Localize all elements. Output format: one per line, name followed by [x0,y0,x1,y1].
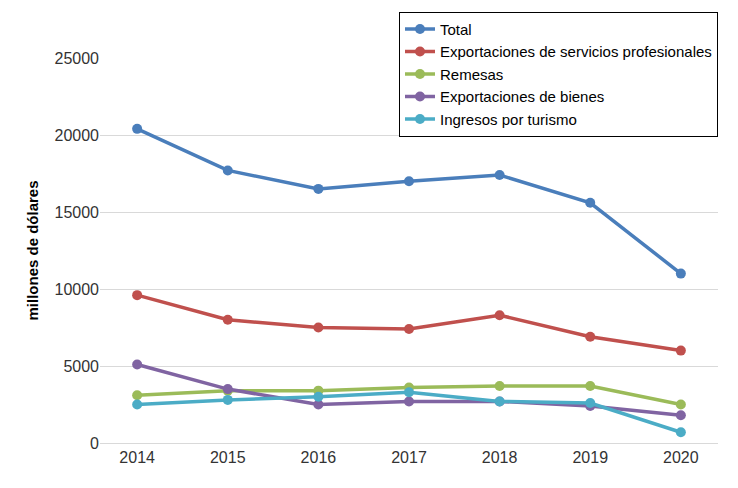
svg-text:2017: 2017 [391,449,427,466]
svg-text:2020: 2020 [663,449,699,466]
svg-text:10000: 10000 [55,281,100,298]
svg-text:2016: 2016 [301,449,337,466]
svg-text:Ingresos por turismo: Ingresos por turismo [440,111,577,128]
svg-text:0: 0 [90,435,99,452]
svg-text:5000: 5000 [63,358,99,375]
svg-text:2019: 2019 [572,449,608,466]
svg-text:Exportaciones de bienes: Exportaciones de bienes [440,88,604,105]
svg-text:25000: 25000 [55,50,100,67]
svg-text:15000: 15000 [55,204,100,221]
svg-text:20000: 20000 [55,127,100,144]
svg-text:2014: 2014 [119,449,155,466]
svg-text:Total: Total [440,21,472,38]
svg-text:2015: 2015 [210,449,246,466]
svg-text:millones de dólares: millones de dólares [24,180,41,320]
svg-text:Exportaciones de servicios pro: Exportaciones de servicios profesionales [440,43,712,60]
svg-text:2018: 2018 [482,449,518,466]
svg-text:Remesas: Remesas [440,66,503,83]
